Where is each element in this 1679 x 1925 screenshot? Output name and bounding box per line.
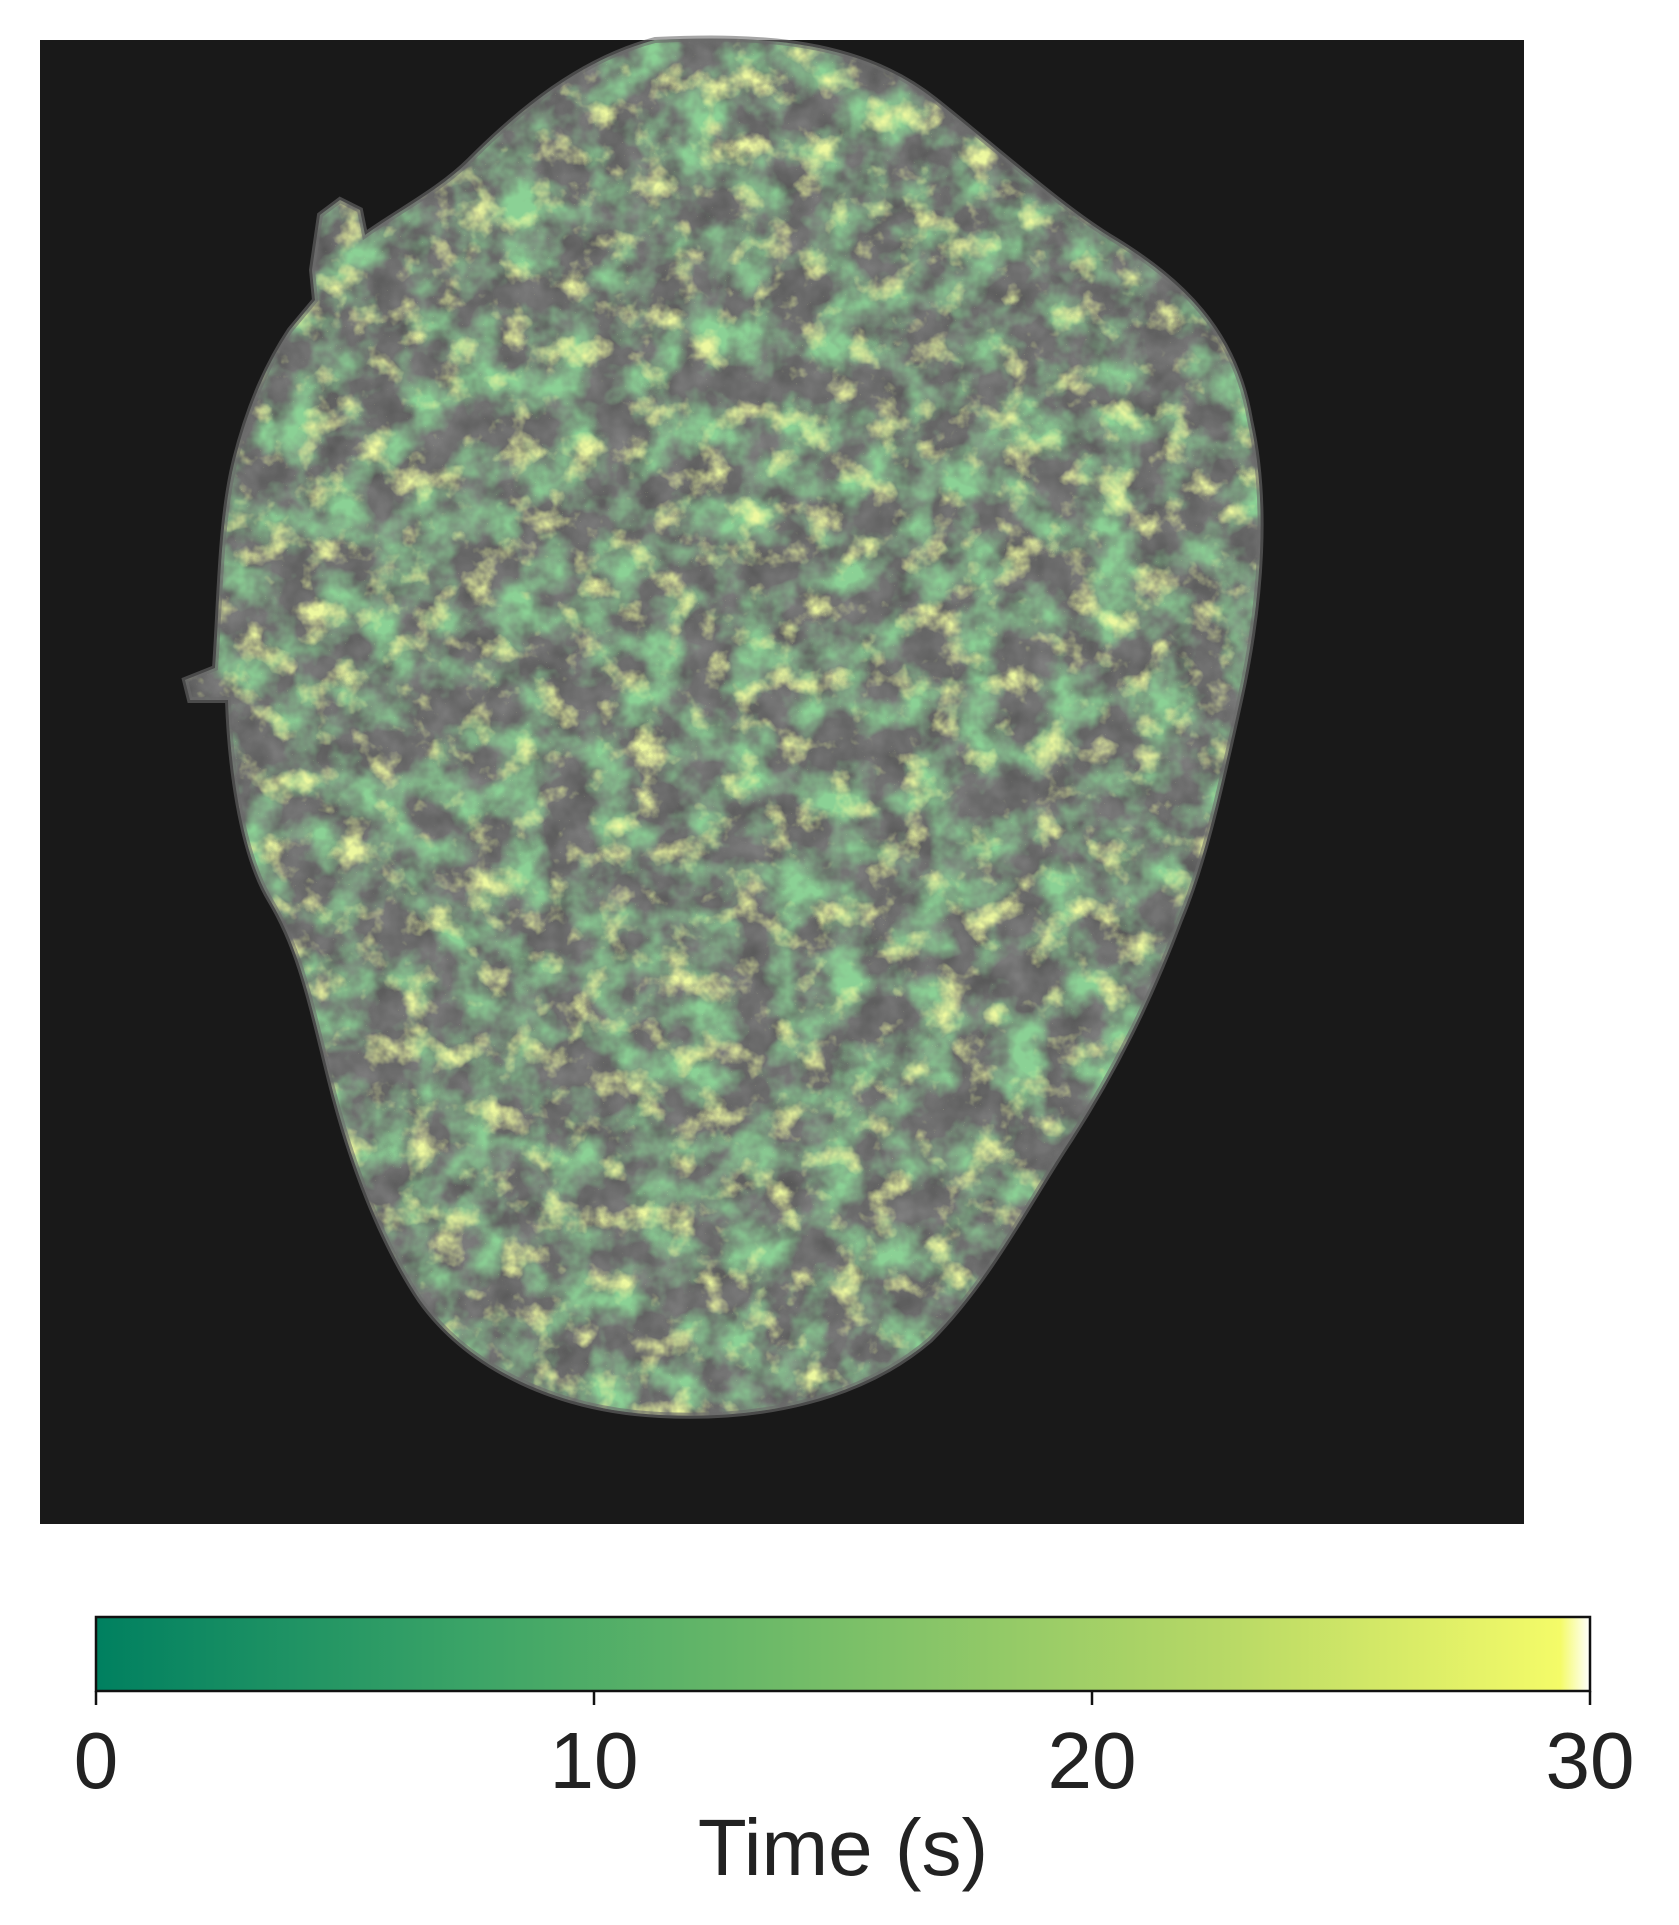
colorbar-label: Time (s) [698,1803,988,1892]
colorbar-tick-label-20: 20 [1048,1716,1137,1805]
colorbar-gradient [94,1615,1592,1693]
colorbar: 0 10 20 30 Time (s) [74,1615,1635,1892]
microscopy-image [40,35,1524,1524]
colorbar-tick-label-10: 10 [550,1716,639,1805]
colorbar-tick-label-0: 0 [74,1716,119,1805]
colorbar-tick-label-30: 30 [1546,1716,1635,1805]
colorbar-ticks: 0 10 20 30 [74,1691,1635,1805]
